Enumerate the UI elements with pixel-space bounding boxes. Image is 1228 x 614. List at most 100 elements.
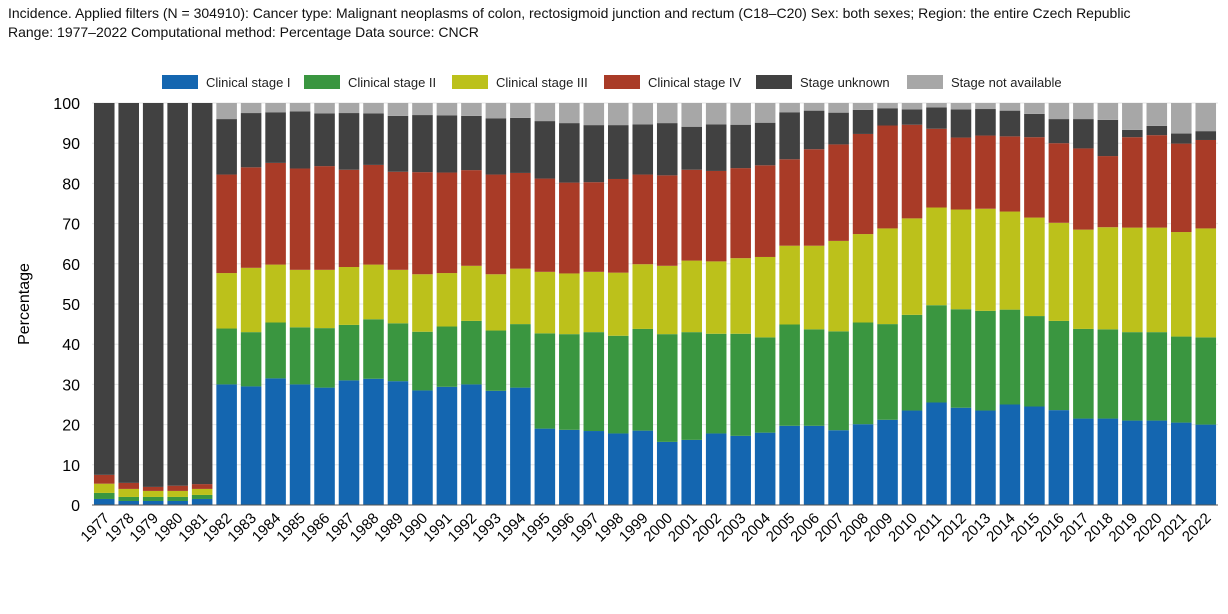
- bar-segment[interactable]: [1146, 103, 1168, 126]
- bar-segment[interactable]: [485, 390, 507, 505]
- bar-segment[interactable]: [1171, 103, 1192, 134]
- bar-segment[interactable]: [828, 331, 849, 431]
- bar-segment[interactable]: [656, 123, 678, 176]
- legend-swatch[interactable]: [304, 75, 340, 89]
- bar-segment[interactable]: [681, 126, 702, 170]
- bar-segment[interactable]: [191, 494, 213, 499]
- bar-segment[interactable]: [975, 135, 996, 209]
- bar-segment[interactable]: [1097, 156, 1119, 228]
- bar-segment[interactable]: [216, 174, 237, 274]
- bar-segment[interactable]: [852, 133, 874, 235]
- bar-segment[interactable]: [754, 256, 776, 338]
- bar-segment[interactable]: [632, 124, 654, 175]
- bar-segment[interactable]: [1048, 222, 1070, 321]
- bar-segment[interactable]: [265, 322, 286, 379]
- bar-segment[interactable]: [926, 207, 947, 306]
- bar-segment[interactable]: [1024, 316, 1045, 407]
- bar-segment[interactable]: [926, 305, 947, 403]
- bar-segment[interactable]: [1048, 103, 1070, 120]
- bar-segment[interactable]: [583, 332, 605, 432]
- bar-segment[interactable]: [1024, 217, 1045, 317]
- bar-segment[interactable]: [93, 498, 115, 505]
- bar-segment[interactable]: [436, 326, 458, 387]
- bar-segment[interactable]: [142, 496, 164, 501]
- bar-segment[interactable]: [118, 482, 139, 489]
- bar-segment[interactable]: [681, 103, 702, 127]
- bar-segment[interactable]: [559, 334, 580, 430]
- bar-segment[interactable]: [828, 112, 849, 145]
- bar-segment[interactable]: [877, 108, 898, 126]
- bar-segment[interactable]: [999, 309, 1021, 405]
- bar-segment[interactable]: [608, 125, 629, 179]
- bar-segment[interactable]: [926, 103, 947, 108]
- bar-segment[interactable]: [216, 103, 237, 120]
- bar-segment[interactable]: [167, 485, 188, 491]
- bar-segment[interactable]: [999, 404, 1021, 506]
- bar-segment[interactable]: [656, 265, 678, 335]
- bar-segment[interactable]: [510, 268, 531, 325]
- bar-segment[interactable]: [412, 172, 433, 275]
- bar-segment[interactable]: [828, 103, 849, 113]
- bar-segment[interactable]: [1171, 422, 1192, 505]
- legend-swatch[interactable]: [162, 75, 198, 89]
- bar-segment[interactable]: [510, 387, 531, 505]
- bar-segment[interactable]: [93, 474, 115, 484]
- bar-segment[interactable]: [93, 103, 115, 475]
- bar-segment[interactable]: [608, 178, 629, 273]
- bar-segment[interactable]: [534, 103, 556, 122]
- bar-segment[interactable]: [779, 103, 800, 113]
- bar-segment[interactable]: [1195, 337, 1217, 425]
- bar-segment[interactable]: [240, 103, 262, 114]
- bar-segment[interactable]: [1195, 103, 1217, 132]
- bar-segment[interactable]: [901, 410, 923, 505]
- bar-segment[interactable]: [950, 109, 972, 138]
- bar-segment[interactable]: [510, 117, 531, 173]
- bar-segment[interactable]: [559, 273, 580, 335]
- bar-segment[interactable]: [338, 380, 360, 505]
- bar-segment[interactable]: [191, 498, 213, 505]
- bar-segment[interactable]: [363, 113, 384, 165]
- bar-segment[interactable]: [877, 228, 898, 325]
- bar-segment[interactable]: [289, 327, 311, 385]
- bar-segment[interactable]: [559, 103, 580, 124]
- bar-segment[interactable]: [632, 103, 654, 125]
- bar-segment[interactable]: [1073, 229, 1094, 329]
- bar-segment[interactable]: [1195, 228, 1217, 338]
- bar-segment[interactable]: [975, 109, 996, 136]
- bar-segment[interactable]: [1146, 135, 1168, 228]
- legend-label[interactable]: Clinical stage IV: [648, 75, 742, 90]
- bar-segment[interactable]: [901, 124, 923, 219]
- bar-segment[interactable]: [534, 428, 556, 505]
- legend-swatch[interactable]: [907, 75, 943, 89]
- bar-segment[interactable]: [705, 103, 727, 125]
- bar-segment[interactable]: [265, 264, 286, 323]
- bar-segment[interactable]: [877, 103, 898, 109]
- bar-segment[interactable]: [1073, 119, 1094, 149]
- bar-segment[interactable]: [1146, 125, 1168, 136]
- bar-segment[interactable]: [1195, 131, 1217, 140]
- bar-segment[interactable]: [1122, 129, 1143, 138]
- bar-segment[interactable]: [534, 333, 556, 429]
- legend-swatch[interactable]: [756, 75, 792, 89]
- bar-segment[interactable]: [1048, 119, 1070, 144]
- bar-segment[interactable]: [1122, 420, 1143, 505]
- bar-segment[interactable]: [975, 208, 996, 311]
- bar-segment[interactable]: [754, 122, 776, 166]
- bar-segment[interactable]: [608, 103, 629, 126]
- bar-segment[interactable]: [1171, 143, 1192, 233]
- bar-segment[interactable]: [1073, 328, 1094, 419]
- bar-segment[interactable]: [1097, 418, 1119, 505]
- bar-segment[interactable]: [338, 267, 360, 325]
- bar-segment[interactable]: [412, 390, 433, 505]
- bar-segment[interactable]: [1122, 332, 1143, 421]
- legend-label[interactable]: Stage unknown: [800, 75, 890, 90]
- bar-segment[interactable]: [656, 103, 678, 124]
- bar-segment[interactable]: [926, 107, 947, 129]
- bar-segment[interactable]: [167, 496, 188, 501]
- bar-segment[interactable]: [289, 384, 311, 505]
- bar-segment[interactable]: [142, 500, 164, 505]
- bar-segment[interactable]: [803, 103, 825, 111]
- bar-segment[interactable]: [852, 322, 874, 425]
- bar-segment[interactable]: [999, 136, 1021, 212]
- bar-segment[interactable]: [1122, 137, 1143, 228]
